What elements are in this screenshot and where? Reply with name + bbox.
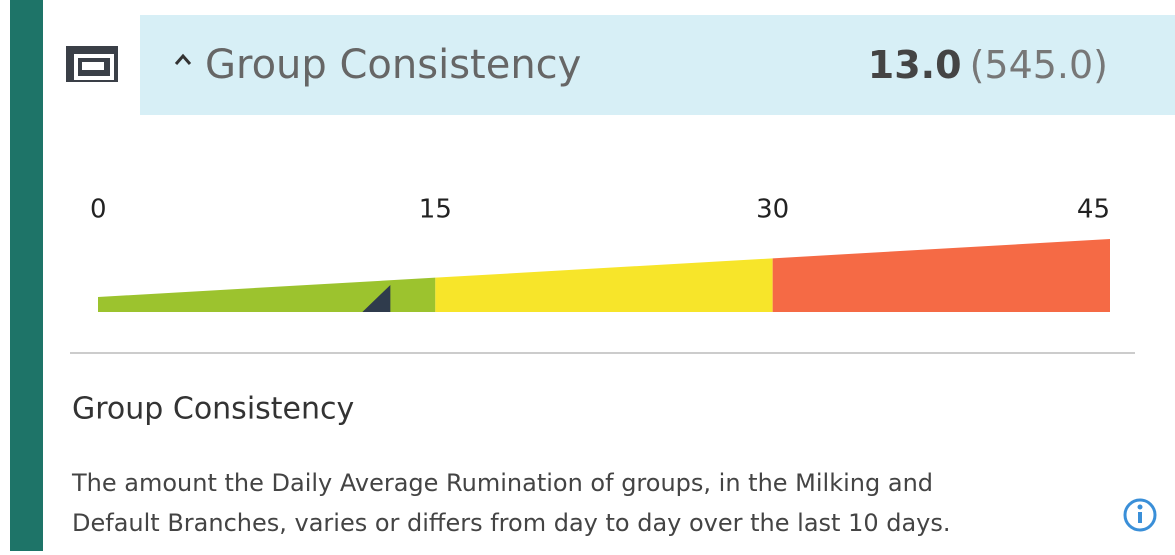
tick-label: 30 (756, 195, 789, 225)
description-line: Default Branches, varies or differs from… (72, 509, 951, 537)
gauge-band (98, 277, 436, 312)
collapse-caret[interactable] (174, 53, 192, 65)
value-marker (362, 285, 391, 312)
body-heading: Group Consistency (72, 392, 354, 427)
header-value: 13.0 (545.0) (868, 43, 1108, 87)
tick-label: 15 (419, 195, 452, 225)
value: 13.0 (868, 43, 962, 87)
header-title: Group Consistency (205, 42, 581, 88)
info-icon[interactable] (1123, 498, 1157, 532)
header-band (140, 15, 1175, 115)
gauge: 0 15 30 45 (90, 195, 1110, 312)
description-line: The amount the Daily Average Rumination … (71, 469, 933, 497)
gauge-band (772, 239, 1110, 312)
gauge-band (435, 258, 773, 312)
tick-label: 0 (90, 195, 107, 225)
total: (545.0) (970, 43, 1108, 87)
tick-label: 45 (1077, 195, 1110, 225)
side-bar (10, 0, 43, 551)
group-icon (66, 46, 118, 82)
